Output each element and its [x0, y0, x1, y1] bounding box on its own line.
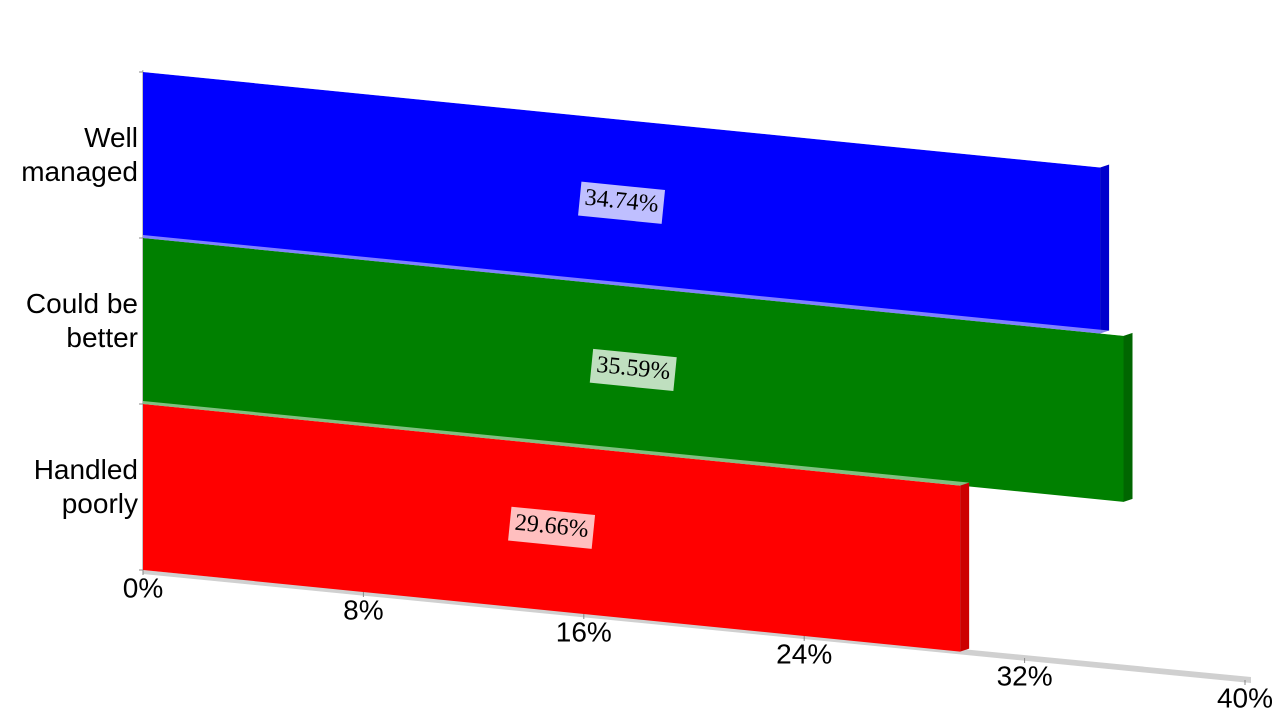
- value-label-bg: [578, 181, 666, 224]
- category-label: Well managed: [21, 122, 138, 187]
- bar-top: [143, 401, 970, 486]
- bar-side-shade: [1100, 164, 1110, 334]
- bar-side: [1100, 164, 1110, 334]
- category-label: Could be better: [25, 288, 138, 353]
- x-tick-label: 40%: [1217, 682, 1273, 713]
- value-label-bg: [589, 348, 677, 392]
- bar-top: [143, 235, 1133, 336]
- bar-group: 34.74%: [143, 69, 1110, 334]
- x-tick-label: 0%: [123, 572, 163, 603]
- category-label: Handled poorly: [33, 454, 138, 519]
- bar-side-shade: [960, 482, 970, 652]
- x-tick-label: 24%: [776, 638, 832, 669]
- bar-group: 35.59%: [143, 235, 1133, 502]
- floor: [143, 570, 1251, 683]
- bar-side-shade: [1123, 332, 1133, 502]
- x-tick-label: 8%: [343, 594, 383, 625]
- value-label-bg: [508, 506, 596, 549]
- bar-side: [960, 482, 970, 652]
- bar-side: [1123, 332, 1133, 502]
- x-tick-label: 16%: [556, 616, 612, 647]
- bar-group: 29.66%: [143, 401, 970, 652]
- bar-top: [143, 69, 1110, 168]
- x-tick-label: 32%: [997, 660, 1053, 691]
